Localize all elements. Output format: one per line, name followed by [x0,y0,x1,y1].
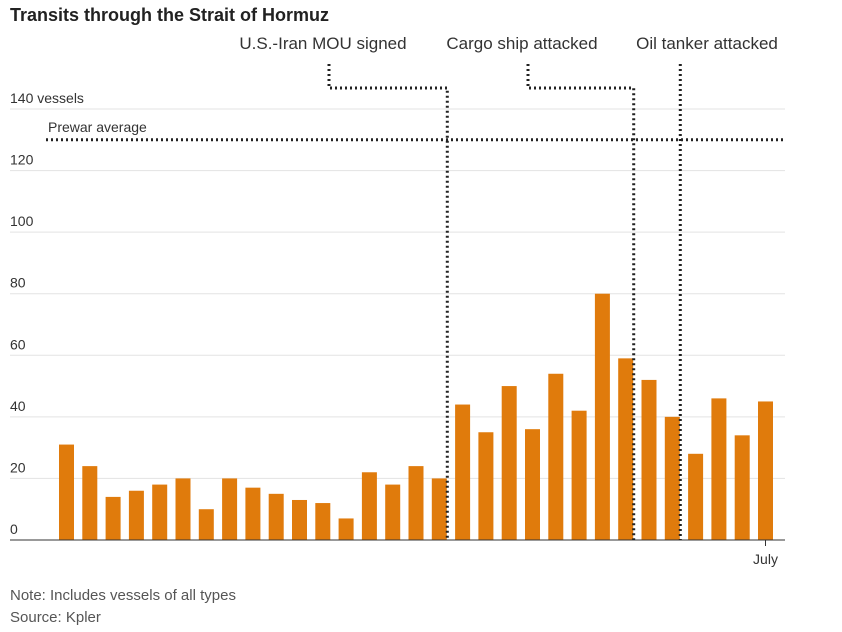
bars [59,293,773,540]
bar-4 [152,484,168,540]
bar-3 [128,490,144,540]
bar-14 [385,484,401,540]
note-text: Note: Includes vessels of all types [10,587,236,604]
bar-15 [408,466,424,540]
bar-11 [315,503,331,540]
annotation-leader-1 [526,64,636,540]
chart-title: Transits through the Strait of Hormuz [10,5,329,25]
y-tick-label-100: 100 [10,213,34,229]
prewar-average-label: Prewar average [48,119,147,135]
bar-22 [571,410,587,540]
reference-line-group: Prewar average [46,119,785,142]
bar-9 [268,493,284,540]
source-text: Source: Kpler [10,609,101,626]
y-tick-label-60: 60 [10,336,26,352]
x-tick-label: July [753,551,778,567]
y-axis-ticks: 0 20 40 60 80 100 120 140 vessels [10,90,84,537]
bar-7 [222,478,238,540]
bar-1 [82,466,98,540]
bar-8 [245,487,261,540]
annotation-leader-0 [327,64,449,540]
y-tick-label-0: 0 [10,521,18,537]
bar-2 [105,496,121,540]
annotation-label-1: Cargo ship attacked [446,34,597,53]
bar-21 [548,373,564,540]
bar-24 [618,358,634,540]
bar-13 [361,472,377,540]
bar-10 [292,499,307,540]
y-tick-label-140: 140 vessels [10,90,84,106]
bar-6 [198,509,214,540]
bar-26 [664,416,680,540]
bar-30 [758,401,773,540]
annotation-label-0: U.S.-Iran MOU signed [239,34,406,53]
bar-27 [688,453,704,540]
y-tick-label-40: 40 [10,398,26,414]
x-axis-ticks: July [753,540,778,567]
bar-18 [478,432,494,540]
bar-28 [711,398,727,540]
y-tick-label-20: 20 [10,459,26,475]
grid-lines [10,108,785,479]
bar-16 [431,478,447,540]
bar-25 [641,379,657,540]
bar-23 [594,293,610,540]
y-tick-label-80: 80 [10,275,26,291]
bar-17 [455,404,471,540]
bar-12 [338,518,354,540]
annotation-label-2: Oil tanker attacked [636,34,778,53]
bar-19 [501,386,517,540]
bar-20 [525,429,540,540]
bar-29 [734,435,750,540]
bar-0 [59,444,74,540]
bar-5 [175,478,191,540]
annotations: U.S.-Iran MOU signed Cargo ship attacked O… [239,34,778,540]
y-tick-label-120: 120 [10,152,34,168]
